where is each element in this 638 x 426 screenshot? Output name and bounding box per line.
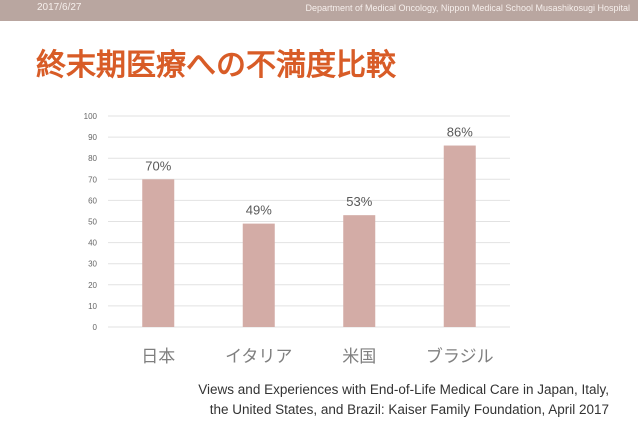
header-band: 2017/6/27 Department of Medical Oncology… <box>0 0 638 21</box>
bar <box>443 145 476 327</box>
y-tick-label: 90 <box>88 133 97 142</box>
y-tick-label: 10 <box>88 302 97 311</box>
source-citation: Views and Experiences with End-of-Life M… <box>198 382 609 417</box>
bar <box>242 223 275 327</box>
x-category-label: 米国 <box>342 347 376 367</box>
bar <box>343 215 376 327</box>
x-category-label: 日本 <box>141 347 175 367</box>
data-label: 53% <box>346 194 372 209</box>
y-tick-label: 0 <box>93 323 98 332</box>
x-category-label: イタリア <box>225 347 292 367</box>
y-tick-label: 100 <box>84 112 98 121</box>
y-tick-label: 50 <box>88 218 97 227</box>
data-label: 70% <box>145 158 171 173</box>
data-label: 86% <box>447 125 473 140</box>
y-tick-label: 20 <box>88 281 97 290</box>
slide-title: 終末期医療への不満度比較 <box>36 48 396 83</box>
y-tick-label: 40 <box>88 239 97 248</box>
data-label: 49% <box>246 203 272 218</box>
y-tick-label: 70 <box>88 175 97 184</box>
slide-date: 2017/6/27 <box>37 2 82 13</box>
y-tick-label: 30 <box>88 260 97 269</box>
y-tick-label: 60 <box>88 196 97 205</box>
bar <box>142 179 175 327</box>
x-category-label: ブラジル <box>426 346 494 367</box>
department-name: Department of Medical Oncology, Nippon M… <box>305 3 631 13</box>
y-tick-label: 80 <box>88 154 97 163</box>
